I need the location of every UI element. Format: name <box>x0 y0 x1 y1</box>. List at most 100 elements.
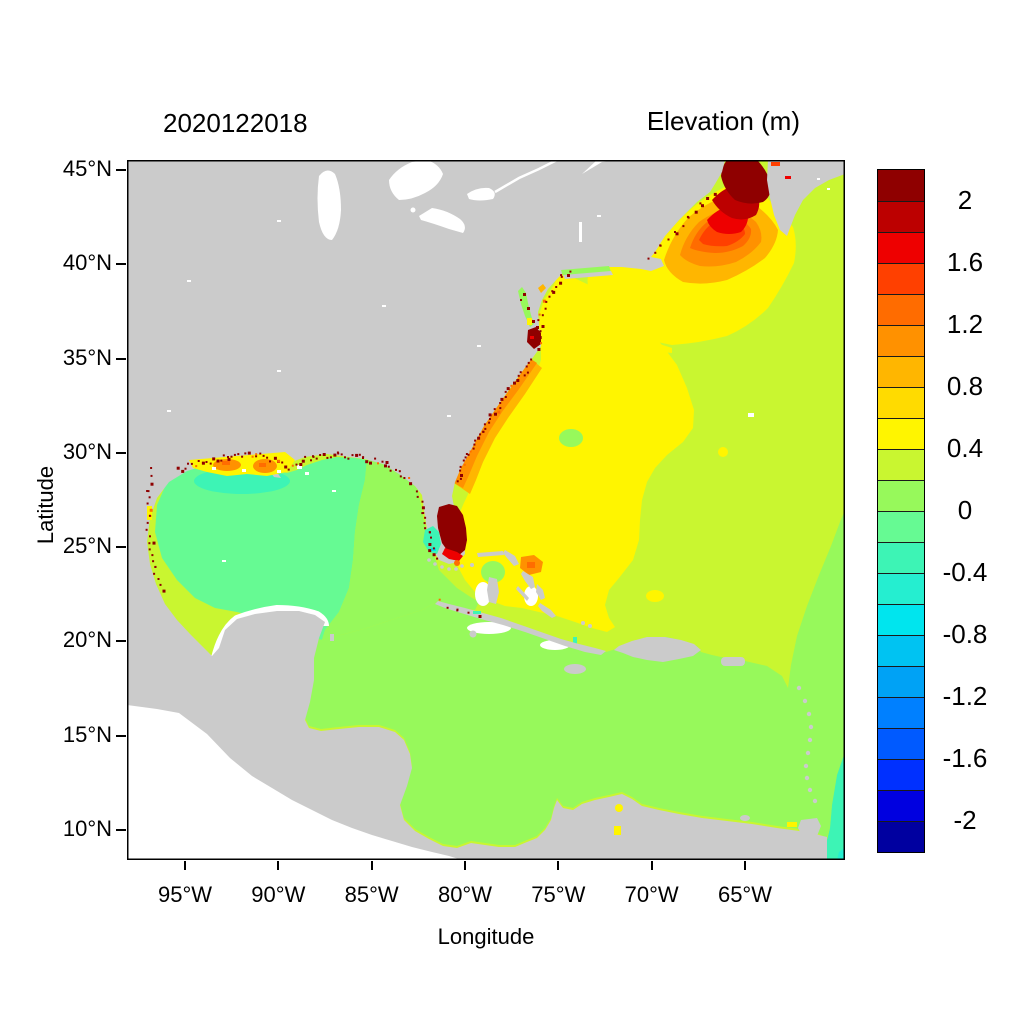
bahama-green-blob <box>481 561 505 583</box>
colorbar-tick-label: 1.6 <box>946 247 984 277</box>
chesapeake-bay <box>518 287 534 327</box>
colorbar-cell--1.4m <box>878 728 924 759</box>
ocean-caribbean-region <box>305 510 845 846</box>
ocean-yellow-pool <box>453 273 694 632</box>
island-jamaica <box>564 664 586 674</box>
isle-of-youth <box>469 630 477 638</box>
colorbar-title: Elevation (m) <box>646 106 800 136</box>
island-puerto-rico <box>721 657 745 666</box>
colorbar-cell-1m <box>878 356 924 387</box>
map-plot <box>127 160 845 860</box>
colorbar-tick-label: -1.2 <box>942 681 988 711</box>
x-tick-label: 85°W <box>344 882 399 907</box>
colorbar-tick-label: 0.4 <box>946 433 984 463</box>
x-tick <box>557 861 560 870</box>
y-tick-label: 40°N <box>62 250 112 276</box>
y-tick <box>116 546 126 549</box>
y-tick-label: 35°N <box>62 344 112 370</box>
delta-hot-2 <box>259 463 266 467</box>
colorbar-tick-label: 0.8 <box>946 371 984 401</box>
ocean-southeast-corner-band <box>827 752 845 860</box>
colorbar-tick-label: -1.6 <box>942 743 988 773</box>
land-north-america <box>127 160 827 860</box>
y-tick <box>116 829 126 831</box>
colorbar-cell--0.6m <box>878 604 924 635</box>
colorbar-cell-1.6m <box>878 263 924 294</box>
x-tick <box>370 861 373 870</box>
florida-bay-cyan-dash <box>431 548 436 551</box>
florida-biscayne-surge <box>437 504 467 556</box>
colorbar-cell--1.8m <box>878 790 924 821</box>
cuba-shelf-west <box>467 622 511 634</box>
colorbar-cell--0.8m <box>878 635 924 666</box>
coastal-band-amber <box>454 359 542 494</box>
island-cozumel <box>330 634 334 641</box>
colorbar-tick-label: 0 <box>957 495 973 525</box>
y-tick-label: 20°N <box>62 627 112 653</box>
st-lawrence-estuary <box>582 160 619 174</box>
st-lawrence-river <box>494 160 558 194</box>
colorbar-cell--0.4m <box>878 573 924 604</box>
ocean-yellow-dot-1 <box>718 447 728 457</box>
long-island <box>563 271 613 279</box>
florida-surge-red-fringe <box>442 548 463 561</box>
x-tick-label: 70°W <box>624 882 679 907</box>
x-tick <box>463 861 466 870</box>
y-tick-label: 30°N <box>62 438 112 464</box>
island-trinidad <box>798 818 821 837</box>
pacific-no-data <box>127 705 462 860</box>
ocean-green-oval <box>559 429 583 447</box>
y-tick <box>116 169 126 171</box>
x-axis-label: Longitude <box>437 924 535 949</box>
ns-surge-dash <box>785 176 791 179</box>
colorbar-cell-2m <box>878 201 924 232</box>
y-tick <box>116 357 126 360</box>
florida-bay-patch <box>423 526 441 554</box>
florida-surge-orange-dot <box>454 560 460 566</box>
colorbar <box>877 169 925 853</box>
colorbar-cell-0.2m <box>878 480 924 511</box>
x-tick <box>650 861 653 870</box>
pamlico-red-dash <box>530 336 534 339</box>
ocean-gulf-east <box>322 458 479 640</box>
colorbar-cell-1.2m <box>878 325 924 356</box>
colorbar-cell-0.6m <box>878 418 924 449</box>
y-tick-label: 45°N <box>62 156 112 181</box>
y-tick <box>116 640 126 643</box>
lake-st-clair <box>410 207 416 213</box>
li-sound-speck <box>567 274 570 277</box>
lake-michigan <box>317 170 341 240</box>
bahama-bank-west <box>475 582 491 606</box>
x-tick-label: 75°W <box>531 882 586 907</box>
colorbar-cell--2m <box>878 821 924 852</box>
colorbar-cell--0.2m <box>878 542 924 573</box>
colorbar-cell-0.8m <box>878 387 924 418</box>
delta-hot-1 <box>222 461 230 465</box>
colorbar-cell--1.2m <box>878 697 924 728</box>
maracaibo-yellow-2 <box>614 826 621 835</box>
colorbar-tick-label: -0.4 <box>942 557 988 587</box>
colorbar-tick-label: 2 <box>957 185 973 215</box>
ocean-gulf-west <box>155 457 367 640</box>
lake-huron <box>389 160 443 200</box>
colorbar-cell--1.6m <box>878 759 924 790</box>
colorbar-cell--1m <box>878 666 924 697</box>
colorbar-cell-1.4m <box>878 294 924 325</box>
chesapeake-yellow <box>527 318 532 325</box>
bahama-orange-core <box>527 562 535 568</box>
y-tick <box>116 734 126 737</box>
lesser-antilles-arc <box>796 685 818 804</box>
x-tick-label: 95°W <box>157 882 213 907</box>
land-white-specks <box>167 178 830 562</box>
gom-core-bay-of-fundy <box>721 160 772 204</box>
florida-keys <box>427 558 464 571</box>
y-tick-label: 10°N <box>62 816 112 841</box>
delta-white-specks <box>212 465 309 475</box>
texas-coast-yellow-dash <box>147 506 152 520</box>
x-tick-label: 65°W <box>717 882 772 907</box>
nicaragua-rise-dash <box>573 637 577 645</box>
colorbar-tick-label: 1.2 <box>946 309 984 339</box>
y-tick-label: 15°N <box>62 721 112 747</box>
coastal-band-orange <box>454 359 537 488</box>
